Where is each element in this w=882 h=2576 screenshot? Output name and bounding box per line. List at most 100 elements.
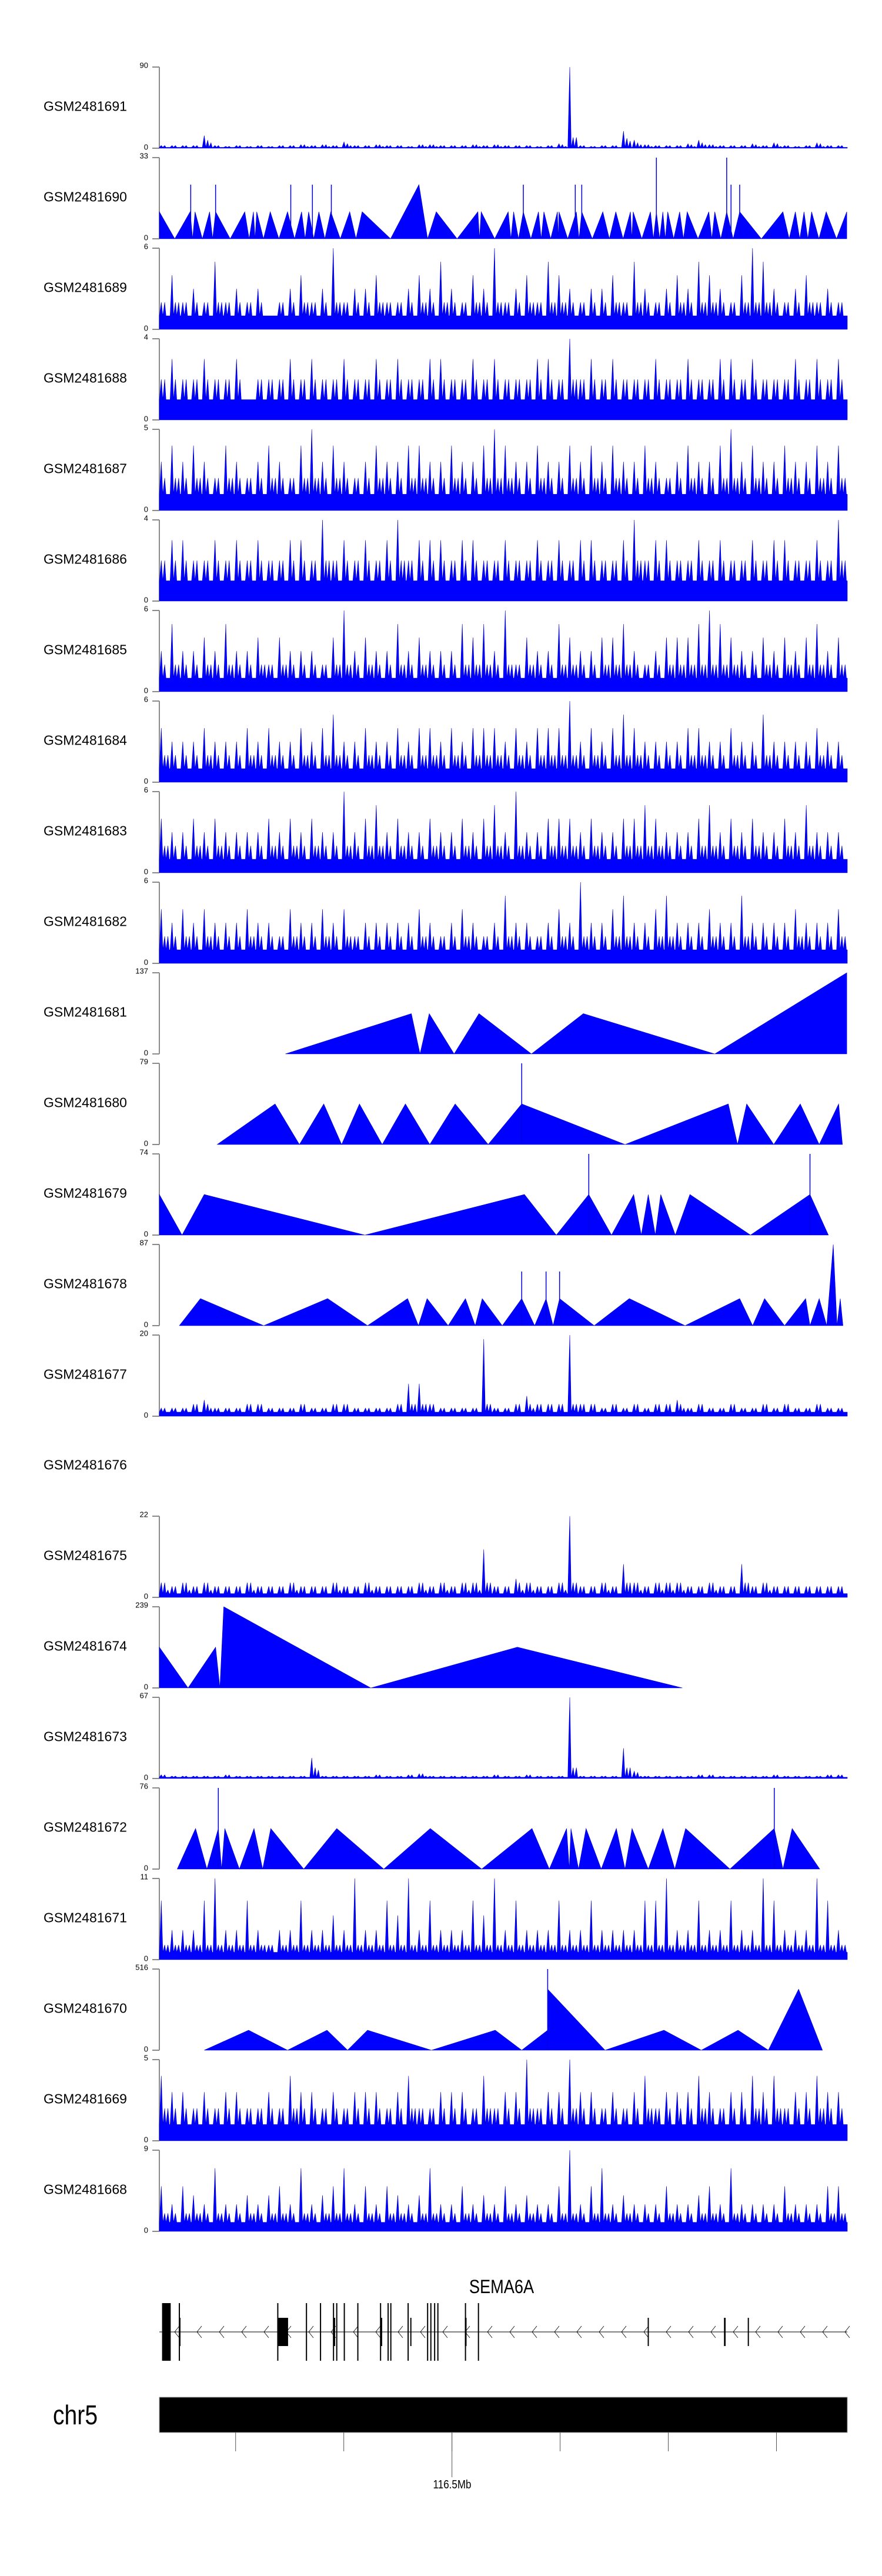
gene-exon bbox=[430, 2303, 432, 2361]
y-axis bbox=[152, 2059, 160, 2141]
gene-exon bbox=[437, 2303, 439, 2361]
track-GSM2481674 bbox=[152, 1606, 683, 1689]
track-label: GSM2481688 bbox=[44, 370, 127, 386]
y-axis bbox=[152, 700, 160, 783]
strand-chevron-icon bbox=[621, 2325, 627, 2338]
gene-exon bbox=[380, 2318, 382, 2346]
y-axis-min-label: 0 bbox=[143, 1682, 148, 1691]
y-axis-max-label: 74 bbox=[139, 1147, 148, 1157]
coverage-area bbox=[159, 1516, 848, 1598]
track-label: GSM2481673 bbox=[44, 1729, 127, 1744]
strand-chevron-icon bbox=[777, 2325, 783, 2338]
track-GSM2481668 bbox=[152, 2150, 848, 2232]
coverage-area bbox=[179, 1244, 843, 1327]
track-label: GSM2481687 bbox=[44, 461, 127, 476]
gene-exon bbox=[343, 2303, 345, 2361]
y-axis bbox=[152, 248, 160, 330]
y-axis-min-label: 0 bbox=[143, 1229, 148, 1239]
gene-exon bbox=[724, 2318, 726, 2346]
y-axis bbox=[152, 1968, 160, 2051]
gene-exon bbox=[278, 2318, 288, 2346]
track-label: GSM2481683 bbox=[44, 823, 127, 839]
y-axis-max-label: 22 bbox=[139, 1510, 148, 1519]
track-label: GSM2481682 bbox=[44, 913, 127, 929]
y-axis-min-label: 0 bbox=[143, 1320, 148, 1329]
gene-exon bbox=[306, 2303, 308, 2361]
y-axis-max-label: 516 bbox=[135, 1963, 148, 1972]
track-GSM2481684 bbox=[152, 700, 848, 783]
coverage-area bbox=[159, 519, 848, 602]
coverage-area bbox=[159, 2150, 848, 2232]
y-axis bbox=[152, 519, 160, 602]
track-label: GSM2481679 bbox=[44, 1185, 127, 1201]
y-axis bbox=[152, 1697, 160, 1779]
coverage-area bbox=[159, 1878, 848, 1960]
y-axis bbox=[152, 338, 160, 421]
y-axis-min-label: 0 bbox=[143, 1954, 148, 1963]
track-label: GSM2481668 bbox=[44, 2181, 127, 2197]
strand-chevron-icon bbox=[196, 2325, 202, 2338]
y-axis-max-label: 67 bbox=[139, 1691, 148, 1700]
gene-exon bbox=[407, 2303, 409, 2361]
strand-chevron-icon bbox=[375, 2325, 381, 2338]
track-label: GSM2481676 bbox=[44, 1457, 127, 1473]
y-axis bbox=[152, 1244, 160, 1326]
y-axis-max-label: 20 bbox=[139, 1329, 148, 1338]
strand-chevron-icon bbox=[353, 2325, 359, 2338]
strand-chevron-icon bbox=[174, 2325, 180, 2338]
track-GSM2481677 bbox=[152, 1334, 848, 1417]
y-axis-max-label: 6 bbox=[143, 876, 148, 885]
coverage-area bbox=[159, 1697, 848, 1779]
y-axis bbox=[152, 972, 160, 1055]
track-label: GSM2481681 bbox=[44, 1004, 127, 1020]
gene-exon bbox=[320, 2303, 322, 2361]
track-label: GSM2481680 bbox=[44, 1095, 127, 1110]
y-axis-min-label: 0 bbox=[143, 595, 148, 605]
track-GSM2481670 bbox=[152, 1968, 823, 2051]
track-GSM2481679 bbox=[152, 1153, 829, 1236]
track-GSM2481690 bbox=[152, 157, 847, 240]
y-axis-min-label: 0 bbox=[143, 776, 148, 786]
y-axis bbox=[152, 1787, 160, 1870]
y-axis-min-label: 0 bbox=[143, 142, 148, 152]
track-GSM2481682 bbox=[152, 882, 848, 964]
gene-exon bbox=[387, 2303, 389, 2361]
y-axis bbox=[152, 429, 160, 511]
track-GSM2481680 bbox=[152, 1063, 843, 1145]
track-label: GSM2481669 bbox=[44, 2091, 127, 2107]
track-GSM2481685 bbox=[152, 610, 848, 692]
track-GSM2481669 bbox=[152, 2059, 848, 2141]
y-axis-max-label: 137 bbox=[135, 966, 148, 976]
y-axis-max-label: 6 bbox=[143, 604, 148, 613]
chromosome-axis bbox=[159, 2397, 848, 2477]
track-GSM2481681 bbox=[152, 972, 847, 1055]
coverage-area bbox=[159, 610, 848, 692]
track-label: GSM2481672 bbox=[44, 1819, 127, 1835]
y-axis bbox=[152, 882, 160, 964]
strand-chevron-icon bbox=[733, 2325, 739, 2338]
y-axis-min-label: 0 bbox=[143, 1591, 148, 1601]
y-axis-min-label: 0 bbox=[143, 2135, 148, 2144]
gene-exon bbox=[390, 2303, 392, 2361]
track-GSM2481688 bbox=[152, 338, 848, 421]
chromosome-bar bbox=[159, 2397, 848, 2433]
coverage-area bbox=[159, 66, 848, 149]
y-axis-max-label: 9 bbox=[143, 2144, 148, 2153]
strand-chevron-icon bbox=[308, 2325, 314, 2338]
track-label: GSM2481691 bbox=[44, 98, 127, 114]
y-axis bbox=[152, 1153, 160, 1236]
y-axis-max-label: 79 bbox=[139, 1057, 148, 1066]
track-GSM2481675 bbox=[152, 1516, 848, 1598]
track-label: GSM2481684 bbox=[44, 732, 127, 748]
track-label: GSM2481689 bbox=[44, 279, 127, 295]
gene-exon bbox=[427, 2303, 429, 2361]
track-GSM2481671 bbox=[152, 1878, 848, 1960]
track-label: GSM2481670 bbox=[44, 2000, 127, 2016]
strand-chevron-icon bbox=[263, 2325, 269, 2338]
strand-chevron-icon bbox=[420, 2325, 426, 2338]
y-axis-min-label: 0 bbox=[143, 867, 148, 876]
gene-exon bbox=[179, 2318, 181, 2346]
gene-exon bbox=[477, 2303, 479, 2361]
gene-exon bbox=[465, 2318, 467, 2346]
y-axis-min-label: 0 bbox=[143, 2044, 148, 2054]
